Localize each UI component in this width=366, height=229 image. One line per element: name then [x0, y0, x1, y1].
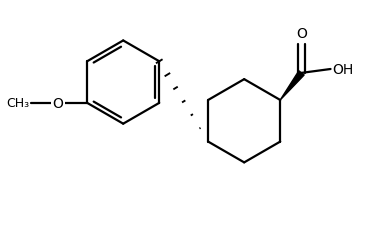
- Text: OH: OH: [332, 63, 354, 77]
- Text: CH₃: CH₃: [6, 97, 29, 110]
- Text: O: O: [53, 96, 64, 110]
- Polygon shape: [280, 71, 304, 101]
- Text: O: O: [296, 27, 307, 41]
